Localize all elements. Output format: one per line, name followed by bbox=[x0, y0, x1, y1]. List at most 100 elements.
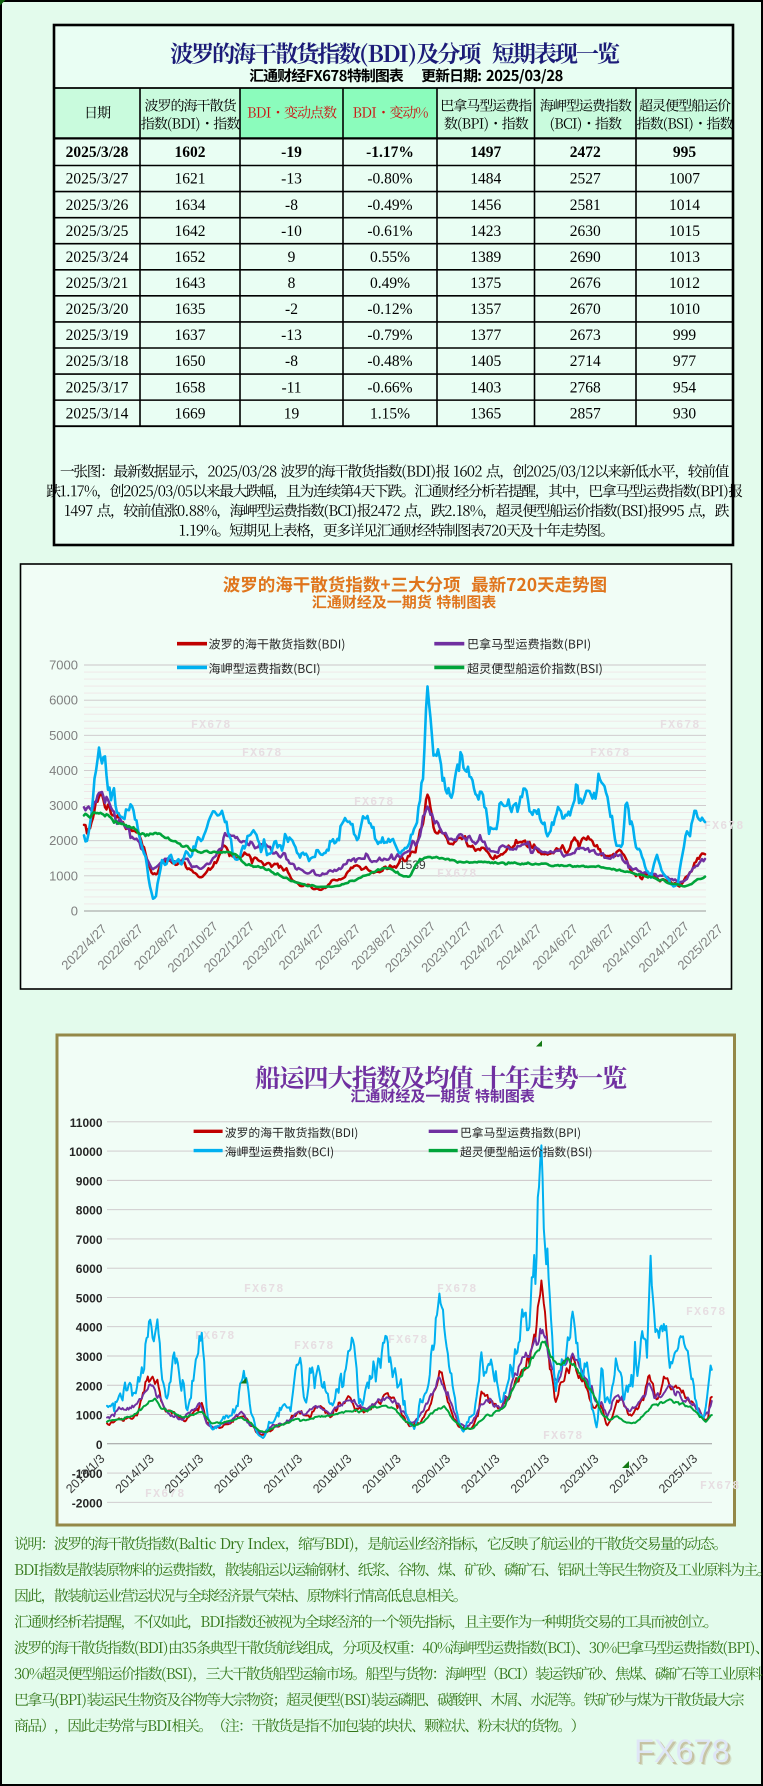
svg-text:19: 19 bbox=[284, 405, 300, 422]
svg-text:1013: 1013 bbox=[669, 249, 700, 266]
svg-text:1377: 1377 bbox=[470, 327, 501, 344]
svg-text:1658: 1658 bbox=[175, 379, 206, 396]
svg-text:6000: 6000 bbox=[76, 1262, 103, 1276]
svg-text:930: 930 bbox=[673, 405, 697, 422]
svg-text:2025/3/20: 2025/3/20 bbox=[66, 301, 129, 318]
svg-text:-2000: -2000 bbox=[72, 1496, 103, 1510]
svg-text:FX678: FX678 bbox=[145, 1488, 186, 1501]
svg-text:1669: 1669 bbox=[175, 405, 206, 422]
svg-text:FX678: FX678 bbox=[700, 1480, 741, 1493]
svg-text:2581: 2581 bbox=[570, 197, 601, 214]
svg-text:1015: 1015 bbox=[669, 223, 700, 240]
svg-text:FX678: FX678 bbox=[660, 719, 701, 732]
svg-text:-1.17%: -1.17% bbox=[366, 144, 414, 161]
svg-text:0.49%: 0.49% bbox=[370, 275, 410, 292]
svg-text:FX678: FX678 bbox=[634, 1733, 730, 1769]
svg-text:2714: 2714 bbox=[570, 353, 601, 370]
svg-text:7000: 7000 bbox=[49, 658, 78, 673]
svg-text:2527: 2527 bbox=[570, 171, 601, 188]
svg-text:FX678: FX678 bbox=[590, 747, 631, 760]
svg-text:-11: -11 bbox=[281, 379, 301, 396]
svg-text:6000: 6000 bbox=[49, 693, 78, 708]
svg-text:1357: 1357 bbox=[470, 301, 501, 318]
svg-text:-0.12%: -0.12% bbox=[367, 301, 412, 318]
svg-text:9000: 9000 bbox=[76, 1174, 103, 1188]
svg-text:FX678: FX678 bbox=[242, 747, 283, 760]
svg-text:11000: 11000 bbox=[70, 1116, 103, 1130]
svg-text:9: 9 bbox=[288, 249, 296, 266]
svg-text:1643: 1643 bbox=[175, 275, 206, 292]
svg-text:5000: 5000 bbox=[49, 728, 78, 743]
svg-text:1635: 1635 bbox=[175, 301, 206, 318]
svg-text:-10: -10 bbox=[281, 223, 302, 240]
svg-text:1014: 1014 bbox=[669, 197, 700, 214]
svg-text:FX678: FX678 bbox=[354, 796, 395, 809]
svg-text:-2: -2 bbox=[285, 301, 298, 318]
svg-text:-0.49%: -0.49% bbox=[367, 197, 412, 214]
svg-text:1012: 1012 bbox=[669, 275, 700, 292]
svg-text:2472: 2472 bbox=[570, 144, 601, 161]
svg-text:1403: 1403 bbox=[470, 379, 501, 396]
svg-text:3000: 3000 bbox=[76, 1350, 103, 1364]
svg-text:5000: 5000 bbox=[76, 1292, 103, 1306]
svg-text:1000: 1000 bbox=[76, 1409, 103, 1423]
svg-text:8: 8 bbox=[288, 275, 296, 292]
svg-text:0: 0 bbox=[71, 904, 78, 919]
svg-text:977: 977 bbox=[673, 353, 697, 370]
svg-text:2630: 2630 bbox=[570, 223, 601, 240]
svg-text:2025/3/24: 2025/3/24 bbox=[66, 249, 129, 266]
svg-text:-8: -8 bbox=[285, 353, 298, 370]
svg-text:1650: 1650 bbox=[175, 353, 206, 370]
svg-text:1007: 1007 bbox=[669, 171, 700, 188]
svg-text:2025/3/28: 2025/3/28 bbox=[66, 144, 129, 161]
svg-text:FX678: FX678 bbox=[636, 1735, 732, 1771]
svg-text:2690: 2690 bbox=[570, 249, 601, 266]
svg-text:1456: 1456 bbox=[470, 197, 501, 214]
svg-text:FX678: FX678 bbox=[686, 1306, 727, 1319]
svg-text:999: 999 bbox=[673, 327, 697, 344]
svg-text:4000: 4000 bbox=[76, 1321, 103, 1335]
svg-text:-0.66%: -0.66% bbox=[367, 379, 412, 396]
svg-text:1010: 1010 bbox=[669, 301, 700, 318]
svg-text:-13: -13 bbox=[281, 171, 302, 188]
svg-text:-0.61%: -0.61% bbox=[367, 223, 412, 240]
svg-text:FX678: FX678 bbox=[437, 868, 478, 881]
svg-text:1.15%: 1.15% bbox=[370, 405, 410, 422]
svg-text:1642: 1642 bbox=[175, 223, 206, 240]
svg-text:954: 954 bbox=[673, 379, 697, 396]
svg-text:995: 995 bbox=[673, 144, 697, 161]
svg-text:FX678: FX678 bbox=[195, 1330, 236, 1343]
svg-text:-19: -19 bbox=[281, 144, 302, 161]
svg-text:1484: 1484 bbox=[470, 171, 501, 188]
svg-text:1602: 1602 bbox=[175, 144, 206, 161]
svg-text:FX678: FX678 bbox=[543, 1430, 584, 1443]
svg-text:2670: 2670 bbox=[570, 301, 601, 318]
svg-text:2000: 2000 bbox=[49, 833, 78, 848]
svg-text:FX678: FX678 bbox=[191, 719, 232, 732]
svg-text:1375: 1375 bbox=[470, 275, 501, 292]
svg-text:1423: 1423 bbox=[470, 223, 501, 240]
svg-text:-0.48%: -0.48% bbox=[367, 353, 412, 370]
svg-text:2025/3/21: 2025/3/21 bbox=[66, 275, 129, 292]
svg-text:1652: 1652 bbox=[175, 249, 206, 266]
svg-text:2025/3/25: 2025/3/25 bbox=[66, 223, 129, 240]
svg-text:2025/3/17: 2025/3/17 bbox=[66, 379, 129, 396]
svg-text:-0.80%: -0.80% bbox=[367, 171, 412, 188]
svg-text:1365: 1365 bbox=[470, 405, 501, 422]
svg-text:2025/3/14: 2025/3/14 bbox=[66, 405, 129, 422]
svg-text:1637: 1637 bbox=[175, 327, 206, 344]
svg-text:0: 0 bbox=[96, 1438, 103, 1452]
svg-text:1497: 1497 bbox=[470, 144, 501, 161]
svg-text:-13: -13 bbox=[281, 327, 302, 344]
svg-text:3000: 3000 bbox=[49, 798, 78, 813]
svg-text:-1000: -1000 bbox=[72, 1467, 103, 1481]
svg-text:2857: 2857 bbox=[570, 405, 601, 422]
svg-text:2025/3/19: 2025/3/19 bbox=[66, 327, 129, 344]
svg-text:1405: 1405 bbox=[470, 353, 501, 370]
svg-text:FX678: FX678 bbox=[704, 820, 745, 833]
svg-text:-8: -8 bbox=[285, 197, 298, 214]
svg-text:1389: 1389 bbox=[470, 249, 501, 266]
svg-text:FX678: FX678 bbox=[637, 1736, 733, 1772]
svg-text:2768: 2768 bbox=[570, 379, 601, 396]
svg-text:2025/3/18: 2025/3/18 bbox=[66, 353, 129, 370]
